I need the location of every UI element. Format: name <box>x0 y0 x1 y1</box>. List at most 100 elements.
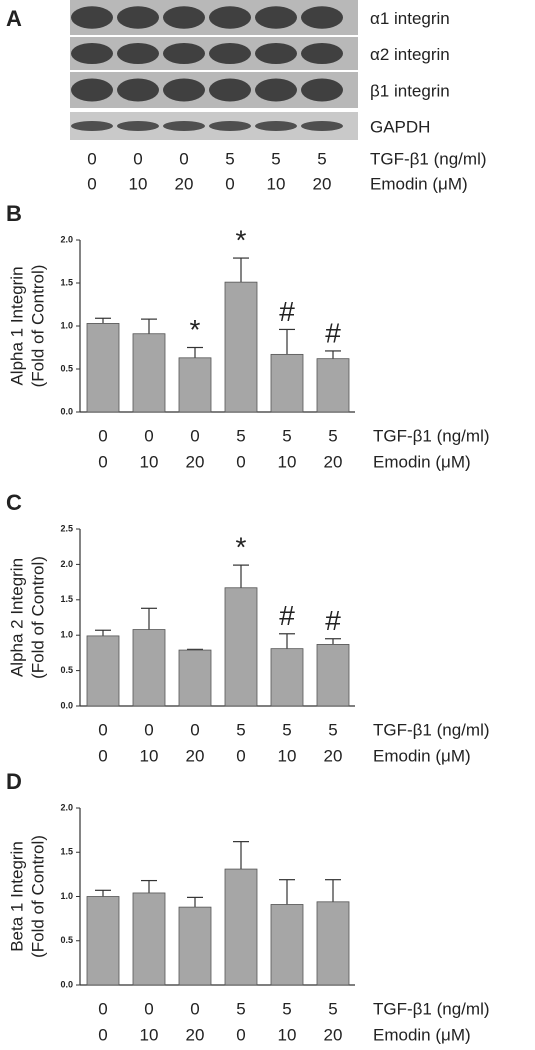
x-tick-label: 0 <box>98 1025 107 1044</box>
bar <box>178 906 212 986</box>
bar <box>224 281 258 413</box>
blot-band <box>209 6 251 29</box>
blot-row-label: GAPDH <box>370 117 430 136</box>
blot-row-label: α2 integrin <box>370 45 450 64</box>
x-tick-label: 5 <box>282 720 291 739</box>
blot-band <box>255 42 297 65</box>
bar <box>132 629 166 707</box>
panel-label: A <box>6 6 22 31</box>
y-tick-label: 1.5 <box>60 847 73 857</box>
blot-band <box>117 6 159 29</box>
x-tick-label: 20 <box>186 1025 205 1044</box>
blot-band <box>163 6 205 29</box>
x-tick-label: 20 <box>324 1025 343 1044</box>
bar <box>224 868 258 986</box>
bar <box>316 644 350 707</box>
x-tick-label: 0 <box>236 452 245 471</box>
x-tick-label: 10 <box>140 746 159 765</box>
lane-label: 10 <box>129 174 148 193</box>
blot-band <box>117 78 159 102</box>
y-axis-label: Alpha 2 Integrin <box>7 558 26 677</box>
significance-marker: * <box>236 224 247 255</box>
y-tick-label: 0.5 <box>60 665 73 675</box>
bar <box>86 323 120 413</box>
x-tick-label: 0 <box>144 426 153 445</box>
blot-band <box>255 6 297 29</box>
y-tick-label: 0.5 <box>60 363 73 373</box>
significance-marker: # <box>325 605 341 636</box>
blot-band <box>255 121 297 131</box>
blot-band <box>209 78 251 102</box>
x-tick-label: 5 <box>328 720 337 739</box>
blot-band <box>117 42 159 65</box>
lane-label: 20 <box>175 174 194 193</box>
x-tick-label: 0 <box>236 746 245 765</box>
bar <box>270 648 304 707</box>
x-tick-label: 5 <box>282 999 291 1018</box>
bar <box>132 892 166 986</box>
blot-band <box>163 121 205 131</box>
lane-label: 0 <box>133 149 142 168</box>
lane-label: 5 <box>225 149 234 168</box>
y-axis-label: (Fold of Control) <box>28 835 47 958</box>
blot-band <box>209 42 251 65</box>
category-level-name: Emodin (μM) <box>373 746 471 765</box>
x-tick-label: 0 <box>190 720 199 739</box>
significance-marker: # <box>279 296 295 327</box>
lane-label: 0 <box>87 174 96 193</box>
significance-marker: * <box>236 531 247 562</box>
x-tick-label: 5 <box>282 426 291 445</box>
category-level-name: TGF-β1 (ng/ml) <box>373 999 490 1018</box>
bar <box>270 353 304 413</box>
significance-marker: # <box>325 317 341 348</box>
blot-band <box>209 121 251 131</box>
y-tick-label: 1.5 <box>60 594 73 604</box>
y-axis-label: (Fold of Control) <box>28 265 47 388</box>
x-tick-label: 0 <box>190 426 199 445</box>
bar <box>178 357 212 413</box>
bar <box>178 649 212 707</box>
bar <box>224 587 258 707</box>
y-tick-label: 2.0 <box>60 234 73 244</box>
category-level-name: TGF-β1 (ng/ml) <box>373 426 490 445</box>
blot-band <box>71 6 113 29</box>
x-tick-label: 0 <box>236 1025 245 1044</box>
blot-band <box>301 121 343 131</box>
y-tick-label: 1.5 <box>60 277 73 287</box>
bar <box>132 333 166 413</box>
blot-band <box>301 42 343 65</box>
y-tick-label: 1.0 <box>60 630 73 640</box>
x-tick-label: 20 <box>186 746 205 765</box>
blot-band <box>117 121 159 131</box>
x-tick-label: 10 <box>278 452 297 471</box>
y-axis-label: Beta 1 Integrin <box>7 841 26 952</box>
lane-level-name: TGF-β1 (ng/ml) <box>370 149 487 168</box>
blot-band <box>163 42 205 65</box>
lane-label: 20 <box>313 174 332 193</box>
category-level-name: TGF-β1 (ng/ml) <box>373 720 490 739</box>
significance-marker: * <box>190 314 201 345</box>
y-tick-label: 0.0 <box>60 406 73 416</box>
blot-band <box>163 78 205 102</box>
bar <box>270 904 304 986</box>
y-tick-label: 2.5 <box>60 523 73 533</box>
panel-label: C <box>6 490 22 515</box>
y-tick-label: 1.0 <box>60 891 73 901</box>
panel-label: B <box>6 201 22 226</box>
bar <box>86 896 120 986</box>
blot-band <box>71 78 113 102</box>
y-tick-label: 2.0 <box>60 802 73 812</box>
x-tick-label: 20 <box>324 746 343 765</box>
x-tick-label: 0 <box>98 720 107 739</box>
blot-band <box>71 42 113 65</box>
blot-band <box>71 121 113 131</box>
blot-row-label: α1 integrin <box>370 9 450 28</box>
x-tick-label: 5 <box>236 720 245 739</box>
lane-label: 5 <box>271 149 280 168</box>
x-tick-label: 10 <box>140 452 159 471</box>
lane-level-name: Emodin (μM) <box>370 174 468 193</box>
lane-label: 10 <box>267 174 286 193</box>
y-axis-label: (Fold of Control) <box>28 556 47 679</box>
x-tick-label: 0 <box>144 999 153 1018</box>
